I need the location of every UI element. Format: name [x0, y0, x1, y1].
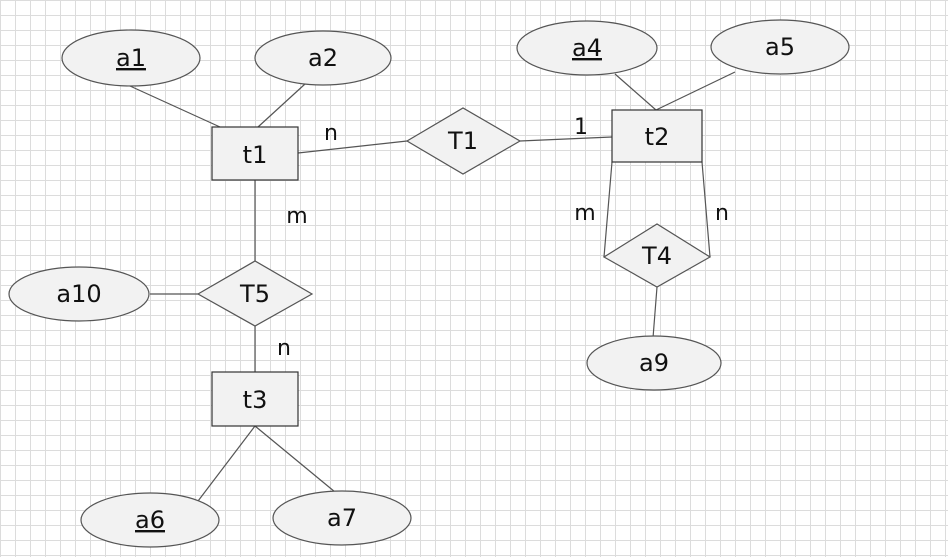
- line-a1-t1: [129, 85, 221, 128]
- attribute-a1-label: a1: [116, 44, 146, 72]
- attribute-a5-label: a5: [765, 33, 795, 61]
- relationship-T5[interactable]: T5: [196, 260, 314, 327]
- attribute-a6-label: a6: [135, 506, 165, 534]
- attribute-a9-label: a9: [639, 349, 669, 377]
- attribute-a5[interactable]: a5: [710, 19, 850, 75]
- line-T4-a9: [652, 286, 658, 339]
- relationship-T4-label: T4: [641, 242, 672, 270]
- relationship-T5-label: T5: [239, 280, 270, 308]
- attribute-a1[interactable]: a1: [61, 29, 201, 87]
- attribute-a6[interactable]: a6: [80, 492, 220, 548]
- cardinality-t2-T1: 1: [574, 115, 588, 140]
- cardinality-t1-T1: n: [324, 121, 338, 146]
- attribute-a7[interactable]: a7: [272, 490, 412, 546]
- line-t2-T4-right: [701, 161, 711, 258]
- attribute-a10[interactable]: a10: [8, 266, 150, 322]
- cardinality-t2-T4-right: n: [715, 201, 729, 226]
- attribute-a9[interactable]: a9: [586, 335, 722, 391]
- line-a5-t2: [655, 71, 736, 111]
- relationship-T1-label: T1: [447, 127, 478, 155]
- entity-t2-label: t2: [645, 123, 670, 151]
- cardinality-t3-T5: n: [277, 336, 291, 361]
- entity-t1-label: t1: [243, 141, 268, 169]
- attribute-a10-label: a10: [56, 280, 101, 308]
- line-t1-T1: [297, 140, 408, 154]
- attribute-a7-label: a7: [327, 504, 357, 532]
- connectors: [129, 71, 736, 506]
- attribute-a2[interactable]: a2: [254, 30, 392, 86]
- line-a4-t2: [614, 73, 657, 111]
- line-t3-a7: [254, 425, 336, 493]
- entity-t1[interactable]: t1: [211, 126, 299, 181]
- entity-t2[interactable]: t2: [611, 109, 703, 163]
- cardinality-t1-T5: m: [286, 204, 307, 229]
- attribute-a4[interactable]: a4: [516, 20, 658, 76]
- relationship-T1[interactable]: T1: [405, 107, 522, 175]
- line-T1-t2: [519, 136, 613, 142]
- line-t2-T4-left: [603, 161, 613, 258]
- attribute-a2-label: a2: [308, 44, 338, 72]
- entity-t3[interactable]: t3: [211, 371, 299, 427]
- line-a2-t1: [257, 83, 306, 128]
- attribute-a4-label: a4: [572, 34, 602, 62]
- entity-t3-label: t3: [243, 386, 268, 414]
- cardinality-t2-T4-left: m: [574, 201, 595, 226]
- relationship-T4[interactable]: T4: [602, 223, 712, 288]
- line-t3-a6: [194, 425, 256, 506]
